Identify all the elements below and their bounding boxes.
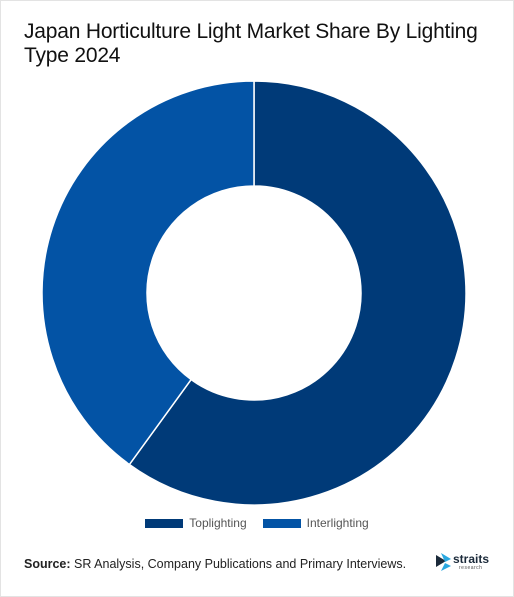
legend-swatch-toplighting: [145, 518, 184, 528]
logo-mark-icon: [436, 553, 451, 571]
legend-item-interlighting[interactable]: Interlighting: [262, 516, 369, 530]
slice-interlighting[interactable]: [41, 80, 255, 466]
source-note: Source: SR Analysis, Company Publication…: [24, 557, 406, 571]
source-text: SR Analysis, Company Publications and Pr…: [70, 557, 407, 571]
logo-name: straits: [453, 552, 490, 566]
source-label: Source:: [24, 557, 71, 571]
logo-sub: research: [459, 565, 483, 571]
legend: Toplighting Interlighting: [0, 516, 514, 530]
chart-title: Japan Horticulture Light Market Share By…: [24, 20, 478, 67]
legend-label-interlighting: Interlighting: [306, 516, 369, 530]
legend-swatch-interlighting: [262, 518, 301, 528]
straits-logo: straits research: [436, 551, 492, 575]
legend-label-toplighting: Toplighting: [189, 516, 247, 530]
slice-toplighting[interactable]: [128, 80, 467, 506]
legend-item-toplighting[interactable]: Toplighting: [145, 516, 247, 530]
